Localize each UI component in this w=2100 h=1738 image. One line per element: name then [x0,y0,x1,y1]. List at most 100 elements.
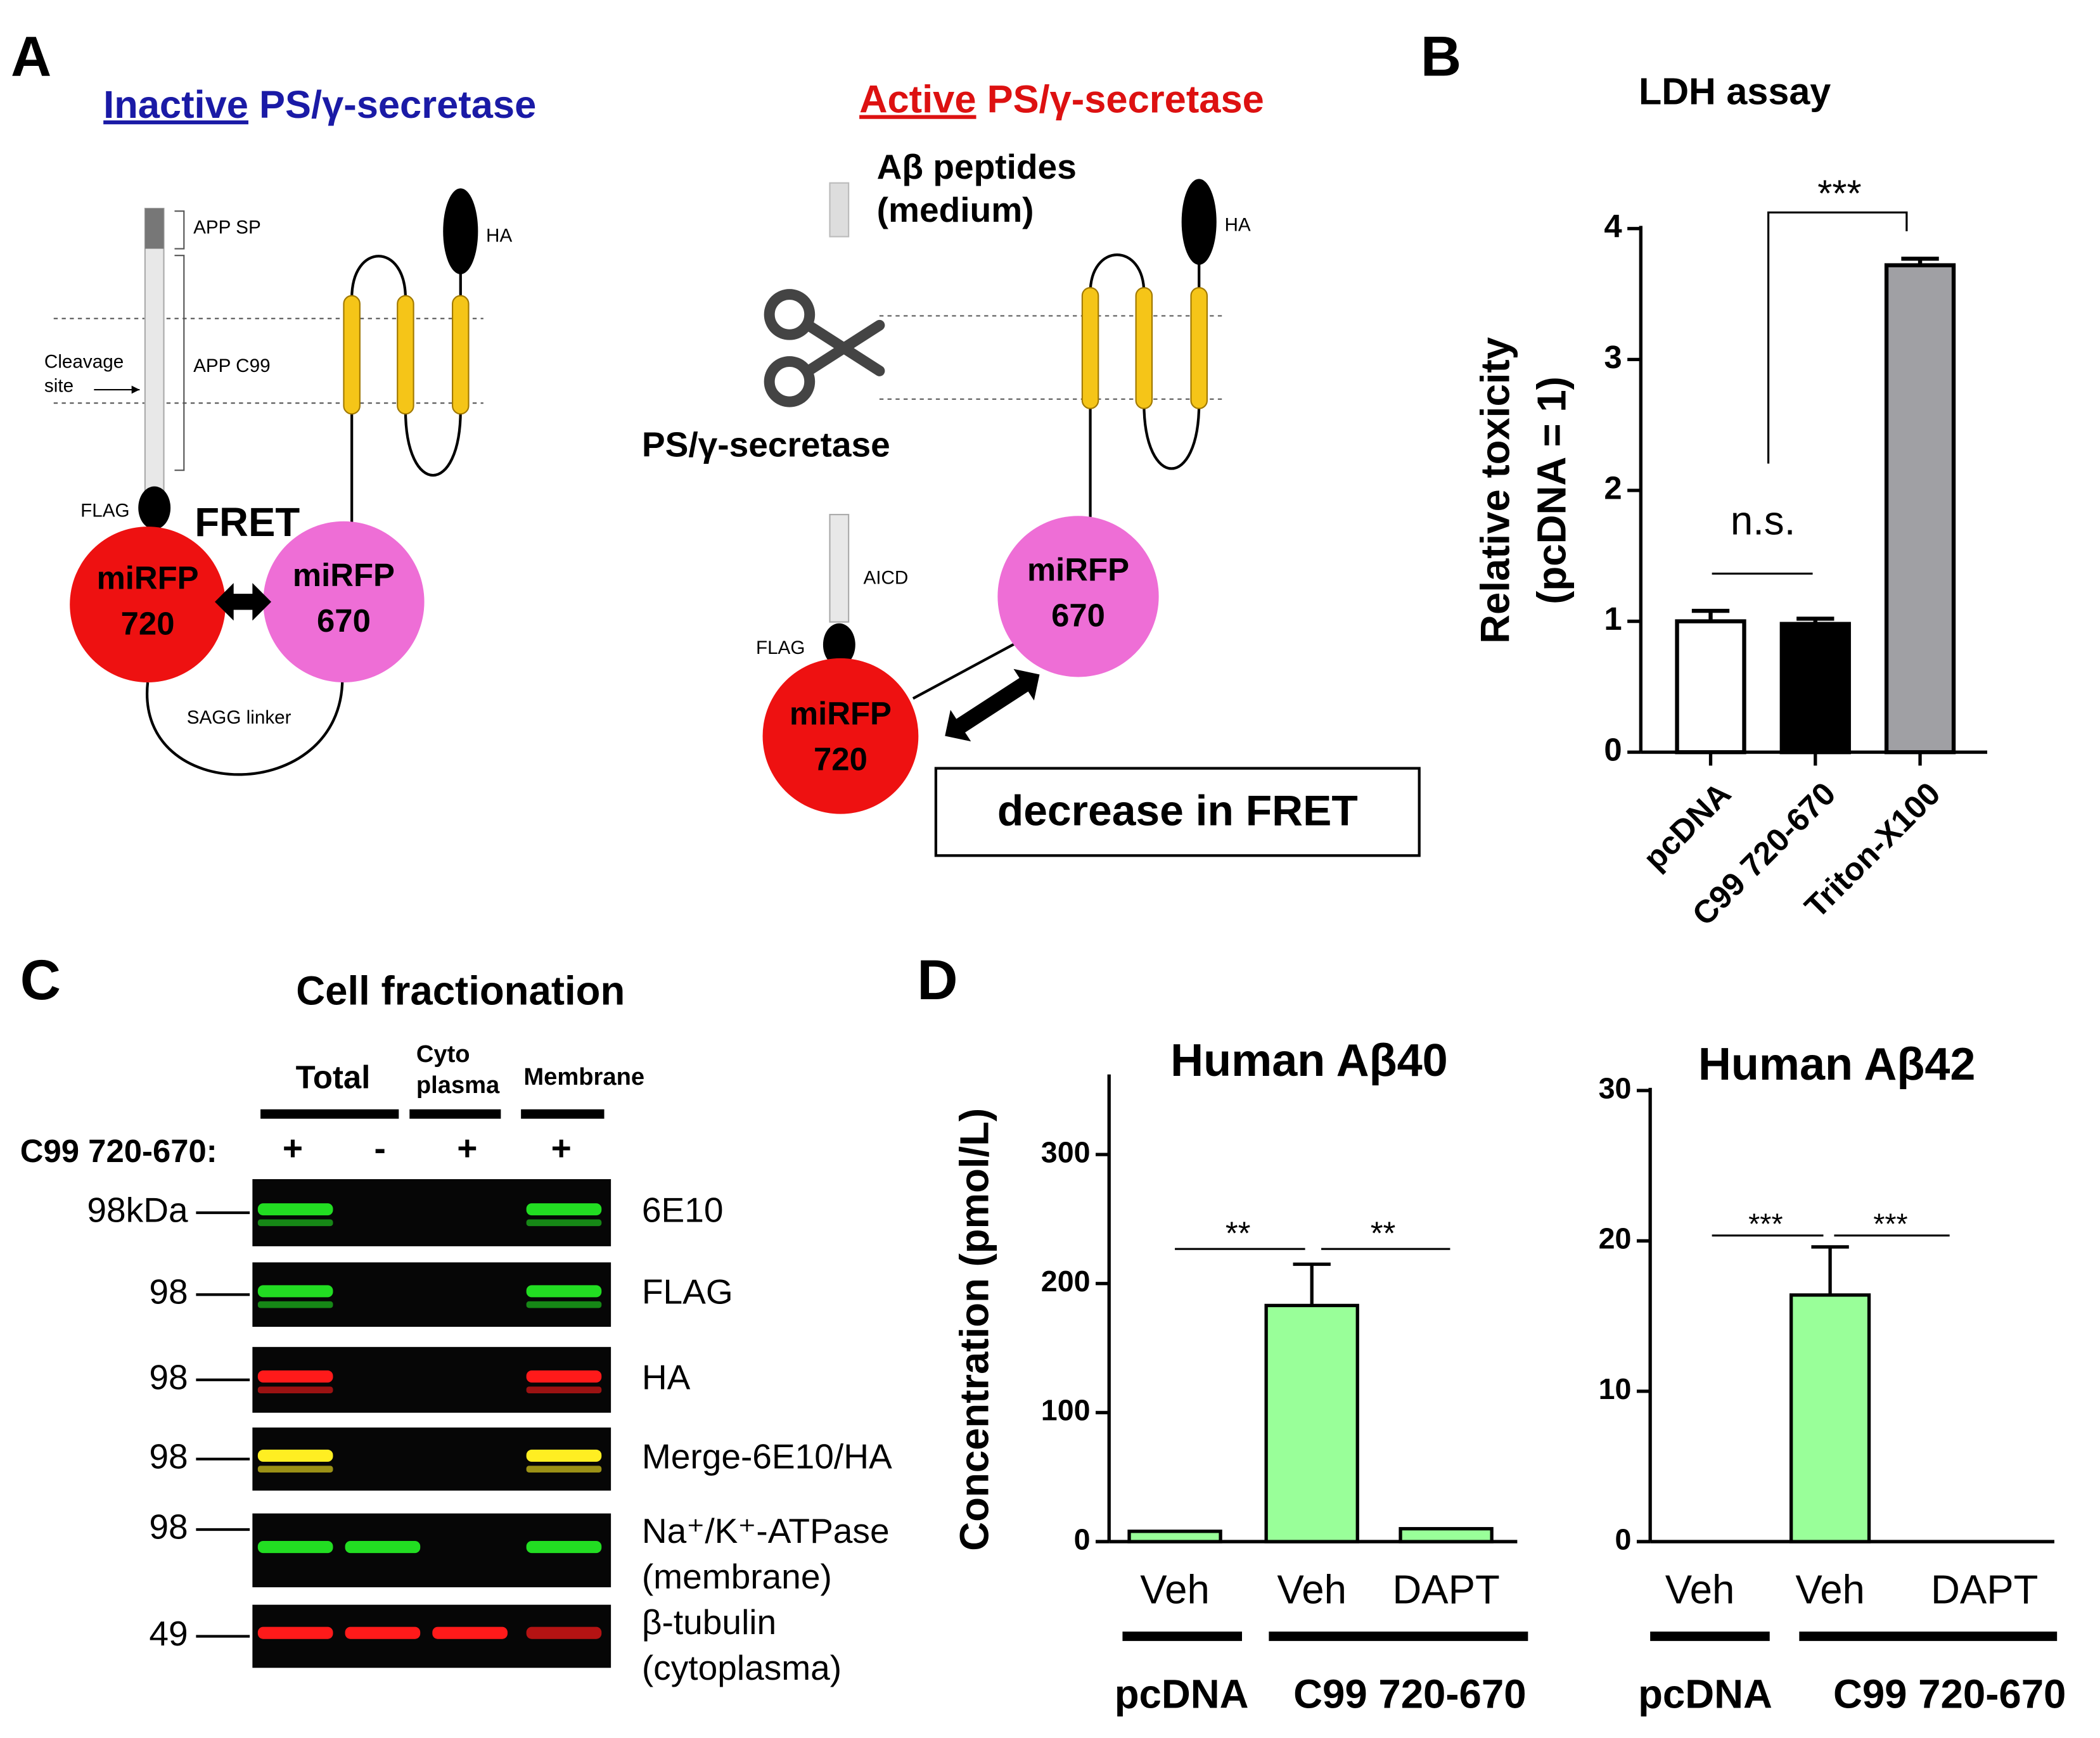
y-tick-label: 2 [1604,470,1622,506]
title-rest: PS/γ-secretase [987,78,1264,122]
label: Cleavage [44,351,124,372]
x-tick-label: Veh [1277,1567,1347,1612]
y-tick-label: 0 [1074,1523,1091,1556]
linker [146,678,344,776]
label: APP C99 [193,355,270,376]
row-label: C99 720-670: [20,1133,217,1169]
annotation: *** [1748,1207,1783,1240]
y-axis-label: Concentration (pmol/L) [952,1108,997,1551]
bracket [174,210,185,471]
band [526,1449,602,1462]
bar [1779,622,1851,755]
y-tick-label: 1 [1604,601,1622,637]
label: (medium) [877,190,1034,229]
group-bar [1122,1632,1243,1641]
label: PS/γ-secretase [642,425,890,464]
inactive-diagram [53,188,483,776]
kda-label: 98 [149,1272,188,1312]
result: decrease in FRET [997,788,1358,835]
group-bar [1799,1632,2058,1641]
band [526,1370,602,1383]
tm-helix [1081,286,1099,409]
app-c99 [144,207,165,492]
chart-title: Human Aβ40 [1170,1035,1448,1086]
band [526,1285,602,1298]
label: FRET [195,500,300,545]
panel-label: B [1421,24,1461,87]
charts: LDH assay Relative toxicity (pcDNA = 1) 0 1 2… [952,70,2066,1717]
active-title: Active PS/γ-secretase [859,78,1264,122]
y-tick-label: 4 [1604,208,1622,244]
y-tick-label: 0 [1615,1523,1632,1556]
tm-helix [1190,286,1208,409]
tm-helix [452,295,470,415]
y-tick-label: 200 [1041,1265,1091,1298]
bar [1789,1293,1871,1543]
group-label: Total [296,1059,371,1096]
band [526,1301,602,1308]
group-bar [1269,1632,1528,1641]
group-label: pcDNA [1115,1672,1249,1717]
acceptor [263,521,425,682]
x-tick-label: Veh [1140,1567,1210,1612]
band [257,1301,333,1308]
band [526,1541,602,1554]
y-tick-label: 3 [1604,339,1622,375]
double-arrow [215,583,272,621]
band [526,1203,602,1216]
band [345,1541,421,1554]
sign: + [551,1128,572,1168]
group-label: plasma [416,1071,500,1099]
title-emph: Inactive [103,83,248,127]
label: APP SP [193,217,261,238]
band [257,1203,333,1216]
tm-helix [343,295,361,415]
y-tick-label: 300 [1041,1135,1091,1168]
donor [70,527,226,682]
aicd [829,514,850,623]
annotation: ** [1226,1215,1251,1251]
label: FLAG [756,637,805,658]
band [257,1370,333,1383]
chart-title: Human Aβ42 [1698,1039,1976,1090]
label: SAGG linker [187,707,291,728]
ha-tag [443,188,478,274]
bar [1127,1530,1222,1543]
significance-bracket [1767,211,1908,464]
label: miRFP [790,695,892,731]
band [257,1541,333,1554]
band [526,1466,602,1473]
label: miRFP [97,559,199,596]
group-label: Cyto [416,1040,470,1068]
title-emph: Active [859,78,976,122]
label: site [44,376,74,397]
flag-tag [823,623,855,667]
band [257,1466,333,1473]
blot-label: FLAG [642,1272,733,1312]
blot-label: β-tubulin [642,1602,776,1642]
blot-label: Na⁺/K⁺-ATPase [642,1511,890,1550]
label: HA [486,225,512,246]
blots: + - + +98kDa 6E10 98 FLAG 98 HA 98 Merge-6E10/HA 98… [87,1128,892,1687]
label: AICD [863,568,908,589]
donor [762,658,919,814]
annotation: n.s. [1731,499,1795,544]
chart-title: LDH assay [1639,70,1831,113]
label: 720 [814,741,868,777]
label: 670 [1051,597,1105,634]
annotation: *** [1817,172,1861,215]
flag-tag [138,486,171,530]
group-label: pcDNA [1638,1672,1772,1717]
bar [1675,619,1746,755]
label: miRFP [1027,552,1129,588]
panel-label: C [20,948,61,1011]
loop [1089,253,1201,524]
app-sp [144,208,164,249]
inactive-title: Inactive PS/γ-secretase [103,83,536,127]
group-label: C99 720-670 [1833,1672,2066,1717]
abeta [829,182,850,238]
annotation: *** [1873,1207,1907,1240]
annotation: ** [1371,1215,1396,1251]
active-diagram [762,179,1421,857]
